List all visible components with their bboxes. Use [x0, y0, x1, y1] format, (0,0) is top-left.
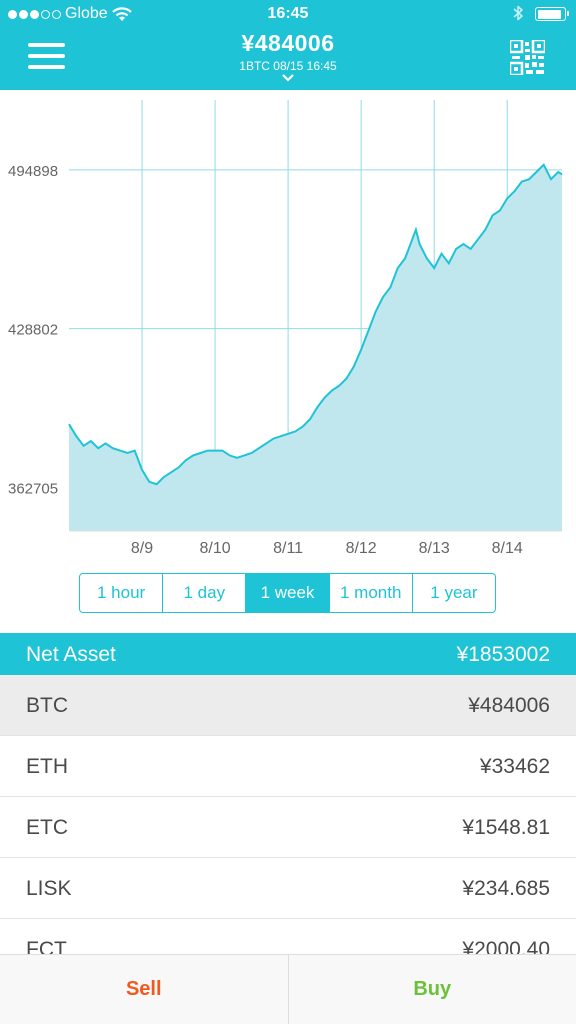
battery-level [537, 9, 561, 19]
asset-value: ¥484006 [468, 694, 550, 717]
y-axis-labels: 494898 428802 362705 [8, 163, 58, 497]
bluetooth-icon [513, 5, 523, 21]
time-range-selector: 1 hour 1 day 1 week 1 month 1 year [79, 573, 496, 613]
asset-row[interactable]: LISK ¥234.685 [0, 858, 576, 919]
x-tick-label: 8/10 [200, 540, 231, 557]
chevron-down-icon[interactable] [281, 73, 295, 86]
battery-icon [535, 7, 569, 21]
x-tick-label: 8/12 [346, 540, 377, 557]
asset-row[interactable]: ETC ¥1548.81 [0, 797, 576, 858]
range-option[interactable]: 1 week [246, 574, 330, 612]
price-area-fill [69, 164, 562, 532]
app-header: Globe 16:45 ¥484006 1BTC 08/15 16:45 [0, 0, 576, 90]
asset-value: ¥2000.40 [462, 938, 550, 954]
asset-value: ¥33462 [479, 755, 550, 778]
signal-dot [19, 9, 28, 19]
asset-name: LISK [26, 877, 72, 900]
range-option[interactable]: 1 hour [80, 574, 164, 612]
hamburger-menu-icon[interactable] [28, 43, 65, 69]
signal-dot [8, 9, 17, 19]
asset-value: ¥234.685 [462, 877, 550, 900]
signal-dot [41, 9, 50, 19]
carrier-info: Globe [8, 5, 132, 23]
y-tick-label: 362705 [8, 480, 58, 497]
net-asset-label: Net Asset [26, 643, 116, 666]
asset-row[interactable]: FCT ¥2000.40 [0, 919, 576, 954]
asset-row[interactable]: ETH ¥33462 [0, 736, 576, 797]
price-subline[interactable]: 1BTC 08/15 16:45 [239, 59, 337, 73]
range-option[interactable]: 1 year [430, 583, 478, 602]
asset-row[interactable]: BTC ¥484006 [0, 675, 576, 736]
net-asset-value: ¥1853002 [456, 643, 550, 666]
x-axis-labels: 8/9 8/10 8/11 8/12 8/13 8/14 [131, 540, 523, 557]
buy-button[interactable]: Buy [413, 978, 452, 1000]
asset-name: ETH [26, 755, 68, 778]
x-tick-label: 8/13 [419, 540, 450, 557]
signal-dot [52, 9, 61, 19]
signal-strength-icon [8, 9, 61, 19]
wifi-icon [111, 7, 132, 21]
asset-value: ¥1548.81 [462, 816, 550, 839]
carrier-name: Globe [65, 5, 108, 22]
asset-list: BTC ¥484006 ETH ¥33462 ETC ¥1548.81 LISK ¥234.6… [0, 675, 576, 954]
x-tick-label: 8/9 [131, 540, 153, 557]
range-option[interactable]: 1 day [163, 574, 247, 612]
current-price: ¥484006 [241, 30, 335, 56]
price-line [68, 163, 563, 486]
x-tick-label: 8/14 [492, 540, 523, 557]
qr-code-icon[interactable] [510, 40, 545, 75]
status-bar: Globe 16:45 [0, 0, 576, 28]
asset-name: ETC [26, 816, 68, 839]
net-asset-bar: Net Asset ¥1853002 [0, 633, 576, 675]
action-bar: Sell Buy [0, 954, 576, 1024]
asset-name: FCT [26, 938, 67, 954]
y-tick-label: 428802 [8, 322, 58, 339]
range-option[interactable]: 1 month [330, 574, 413, 612]
x-tick-label: 8/11 [273, 540, 303, 557]
y-tick-label: 494898 [8, 163, 58, 180]
sell-button[interactable]: Sell [0, 955, 289, 1024]
status-time: 16:45 [267, 5, 309, 22]
signal-dot [30, 9, 39, 19]
asset-name: BTC [26, 694, 68, 717]
